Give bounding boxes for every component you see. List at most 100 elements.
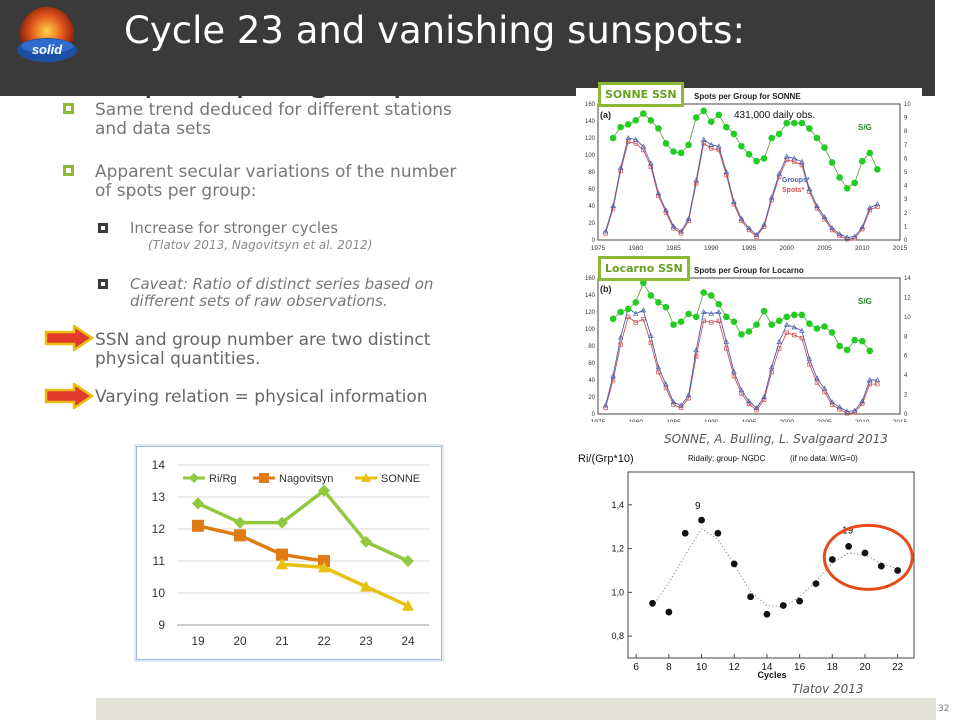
x-tick-label: 1980 [629,419,644,422]
groups-point [693,177,699,183]
groups-point [806,355,813,361]
sg-point [700,289,707,296]
data-point [276,558,288,570]
groups-point [799,158,805,164]
sg-point [738,331,745,338]
sg-point [707,118,715,125]
sg-point [662,303,670,311]
spots-point [875,204,880,209]
x-tick-label: 8 [666,662,672,673]
groups-point [625,135,632,140]
panel-label: (a) [600,110,611,120]
y-tick-label: 1,2 [611,544,624,554]
x-tick-label: 16 [794,662,806,673]
groups-point [640,307,647,313]
y-tick-label-right: 6 [904,156,908,162]
x-tick-label: 1980 [629,245,644,252]
sg-point [730,318,738,326]
panel-label: (b) [600,284,612,294]
data-point [861,549,869,557]
sg-label: S/G [858,123,872,132]
subbullet-square-icon [98,223,108,233]
x-tick-label: 2000 [780,245,795,252]
subbullet-1-citation: (Tlatov 2013, Nagovitsyn et al. 2012) [148,238,373,252]
groups-point [670,223,677,229]
data-point [318,555,330,567]
x-tick-label: 24 [401,634,415,648]
spots-point [829,402,835,407]
sg-point [632,117,640,124]
sg-point [677,149,685,157]
sg-point [866,149,874,157]
data-point [234,516,246,529]
sg-point [768,321,775,328]
groups-point [678,402,684,408]
sg-point [828,329,836,336]
tlatov-plot-figure: Ri/(Grp*10) Ridaily; group- NGDC (if no da… [576,446,932,684]
subbullet-square-icon [98,279,108,289]
bullet-2-line1: Apparent secular variations of the numbe… [95,162,457,182]
groups-point [700,309,707,314]
groups-point [791,324,798,330]
sg-point [692,313,700,321]
x-tick-label: 18 [827,662,839,673]
groups-point [708,310,715,316]
sg-point [753,157,760,165]
series-line-rirg [197,488,409,563]
x-tick-label: 21 [275,634,289,648]
y-tick-label-right: 9 [904,116,908,122]
groups-point [648,332,654,338]
groups-point [685,392,692,398]
groups-point [632,136,639,142]
sg-point [655,298,662,306]
sg-point [783,119,791,127]
bullet-square-icon [63,103,74,114]
sg-point [806,125,813,132]
sg-point [813,325,821,332]
sg-point [677,318,685,326]
groups-point [806,186,813,191]
x-tick-label: 1975 [591,245,606,252]
groups-point [663,381,669,387]
y-tick-label-right: 7 [904,143,908,149]
sg-point [715,300,723,308]
sg-point [738,142,745,150]
page-title: Cycle 23 and vanishing sunspots: [124,9,745,52]
spots-line [605,316,878,414]
sg-point [843,185,851,192]
x-tick-label: 2015 [893,419,908,422]
groups-legend-label: Groups* [782,177,810,184]
x-tick-label: 23 [359,634,373,648]
groups-point [685,215,692,221]
plot-title: Spots per Group for SONNE [694,92,801,101]
groups-point [821,214,828,219]
data-point [779,602,787,609]
groups-point [783,321,790,327]
data-point [845,543,853,550]
sg-point [760,155,768,162]
spots-point [792,332,797,338]
groups-point [829,225,835,231]
plot-title: Ridaily; group- NGDC [688,454,766,463]
data-point [318,561,330,573]
data-point [812,580,820,587]
sg-point [821,144,828,151]
sg-point [866,347,874,355]
plot-frame [627,471,915,659]
locarno-plot-svg: Spots per Group for Locarno (b) S/G 1975 198… [585,266,911,426]
groups-point [829,399,835,405]
x-tick-label: 19 [191,634,205,648]
sg-point [723,313,730,321]
highlight-ellipse [822,523,914,591]
arrow-item-1-line2: physical quantities. [95,349,261,369]
data-point [698,516,705,524]
groups-point [632,310,639,316]
y-tick-label-right: 14 [904,276,911,282]
groups-point [700,136,707,142]
groups-point [776,170,783,176]
sg-point [858,337,866,345]
spots-point [709,320,714,325]
sg-point [768,134,775,142]
spots-point [875,381,880,387]
sg-point [798,119,806,127]
